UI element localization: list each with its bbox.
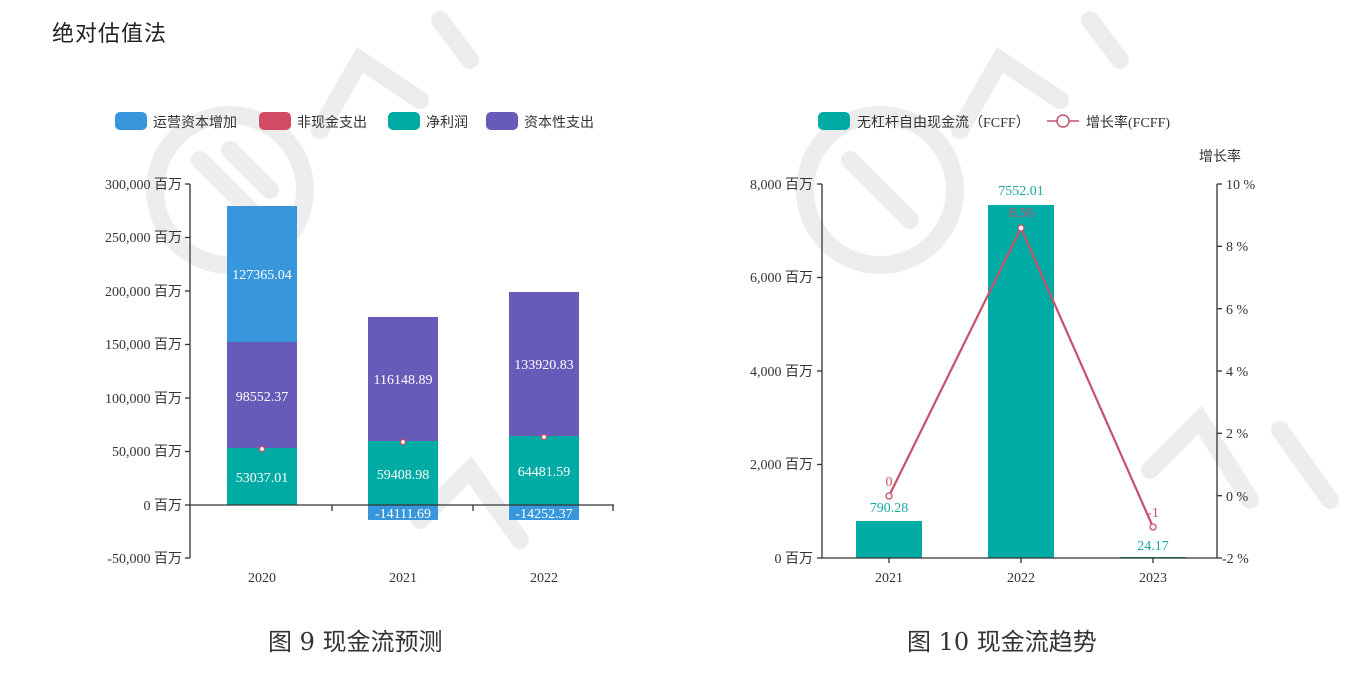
svg-text:0: 0 bbox=[886, 475, 893, 490]
svg-text:100,000 百万: 100,000 百万 bbox=[105, 391, 182, 407]
left-x-axis bbox=[190, 504, 614, 511]
svg-text:2 %: 2 % bbox=[1226, 427, 1249, 442]
svg-text:非现金支出: 非现金支出 bbox=[297, 115, 367, 131]
svg-text:200,000 百万: 200,000 百万 bbox=[105, 284, 182, 300]
right-chart-right-y-labels: 10 % 8 % 6 % 4 % 2 % 0 % -2 % bbox=[1222, 178, 1256, 567]
svg-text:0 %: 0 % bbox=[1226, 490, 1249, 505]
page-title: 绝对估值法 bbox=[52, 22, 168, 47]
svg-text:无杠杆自由现金流（FCFF）: 无杠杆自由现金流（FCFF） bbox=[857, 115, 1030, 131]
svg-text:2021: 2021 bbox=[875, 571, 903, 586]
svg-text:6,000 百万: 6,000 百万 bbox=[750, 270, 813, 286]
right-chart-left-y-labels: 8,000 百万 6,000 百万 4,000 百万 2,000 百万 0 百万 bbox=[750, 177, 813, 567]
svg-text:2022: 2022 bbox=[1007, 571, 1035, 586]
svg-text:50,000 百万: 50,000 百万 bbox=[112, 444, 182, 460]
svg-text:资本性支出: 资本性支出 bbox=[524, 115, 594, 131]
svg-text:0 百万: 0 百万 bbox=[144, 498, 183, 514]
svg-text:净利润: 净利润 bbox=[426, 115, 468, 131]
legend-item-working-capital[interactable]: 运营资本增加 bbox=[115, 112, 237, 131]
svg-text:运营资本增加: 运营资本增加 bbox=[153, 115, 237, 131]
svg-text:10 %: 10 % bbox=[1226, 178, 1256, 193]
svg-text:-14111.69: -14111.69 bbox=[375, 507, 431, 522]
right-axis-title: 增长率 bbox=[1199, 148, 1241, 165]
right-chart-right-y-axis bbox=[1216, 183, 1222, 559]
svg-text:2023: 2023 bbox=[1139, 571, 1167, 586]
svg-text:98552.37: 98552.37 bbox=[236, 390, 289, 405]
bar-group-2022[interactable]: 133920.83 64481.59 -14252.37 bbox=[509, 292, 579, 522]
svg-text:-14252.37: -14252.37 bbox=[515, 507, 572, 522]
svg-text:790.28: 790.28 bbox=[870, 501, 909, 516]
figure-caption-10: 图 10 现金流趋势 bbox=[907, 628, 1097, 656]
svg-text:8.56: 8.56 bbox=[1009, 206, 1034, 221]
svg-text:6 %: 6 % bbox=[1226, 303, 1249, 318]
svg-text:127365.04: 127365.04 bbox=[232, 268, 292, 283]
svg-text:8,000 百万: 8,000 百万 bbox=[750, 177, 813, 193]
svg-text:2,000 百万: 2,000 百万 bbox=[750, 457, 813, 473]
bar-group-2020[interactable]: 127365.04 98552.37 53037.01 bbox=[227, 206, 297, 505]
svg-text:4,000 百万: 4,000 百万 bbox=[750, 364, 813, 380]
legend-item-net-profit[interactable]: 净利润 bbox=[388, 112, 468, 131]
legend-item-capex[interactable]: 资本性支出 bbox=[486, 112, 594, 131]
right-x-axis bbox=[822, 557, 1217, 563]
svg-text:2020: 2020 bbox=[248, 571, 276, 586]
svg-text:53037.01: 53037.01 bbox=[236, 471, 289, 486]
svg-text:0 百万: 0 百万 bbox=[775, 551, 814, 567]
svg-text:-1: -1 bbox=[1147, 506, 1159, 521]
bar-group-2021[interactable]: 116148.89 59408.98 -14111.69 bbox=[368, 317, 438, 522]
fcff-bar-2022[interactable]: 7552.01 bbox=[988, 184, 1054, 558]
svg-text:7552.01: 7552.01 bbox=[998, 184, 1044, 199]
right-chart-left-y-axis bbox=[817, 183, 823, 559]
legend-item-fcff[interactable]: 无杠杆自由现金流（FCFF） bbox=[818, 112, 1030, 131]
svg-text:8 %: 8 % bbox=[1226, 240, 1249, 255]
svg-text:64481.59: 64481.59 bbox=[518, 465, 571, 480]
figure-caption-9: 图 9 现金流预测 bbox=[268, 628, 443, 656]
svg-text:2022: 2022 bbox=[530, 571, 558, 586]
right-legend: 无杠杆自由现金流（FCFF） 增长率(FCFF) bbox=[818, 112, 1170, 131]
left-legend: 运营资本增加 非现金支出 净利润 资本性支出 bbox=[115, 112, 594, 131]
svg-text:59408.98: 59408.98 bbox=[377, 468, 430, 483]
svg-text:250,000 百万: 250,000 百万 bbox=[105, 230, 182, 246]
svg-text:增长率(FCFF): 增长率(FCFF) bbox=[1086, 114, 1170, 131]
svg-text:4 %: 4 % bbox=[1226, 365, 1249, 380]
left-x-tick-labels: 2020 2021 2022 bbox=[248, 571, 558, 586]
left-y-tick-labels: 300,000 百万 250,000 百万 200,000 百万 150,000… bbox=[105, 177, 182, 567]
svg-text:300,000 百万: 300,000 百万 bbox=[105, 177, 182, 193]
legend-item-non-cash[interactable]: 非现金支出 bbox=[259, 112, 367, 131]
svg-text:2021: 2021 bbox=[389, 571, 417, 586]
left-y-axis bbox=[185, 183, 191, 559]
svg-text:116148.89: 116148.89 bbox=[374, 373, 433, 388]
fcff-bar-2021[interactable]: 790.28 bbox=[856, 501, 922, 558]
svg-text:24.17: 24.17 bbox=[1137, 539, 1169, 554]
fcff-bar-2023[interactable]: 24.17 bbox=[1120, 539, 1186, 559]
growth-rate-line[interactable]: 0 8.56 -1 bbox=[885, 206, 1159, 531]
svg-text:150,000 百万: 150,000 百万 bbox=[105, 337, 182, 353]
legend-item-growth-rate[interactable]: 增长率(FCFF) bbox=[1047, 114, 1170, 131]
svg-text:-2 %: -2 % bbox=[1222, 552, 1249, 567]
svg-text:133920.83: 133920.83 bbox=[514, 358, 574, 373]
svg-text:-50,000 百万: -50,000 百万 bbox=[107, 551, 182, 567]
right-x-tick-labels: 2021 2022 2023 bbox=[875, 571, 1167, 586]
